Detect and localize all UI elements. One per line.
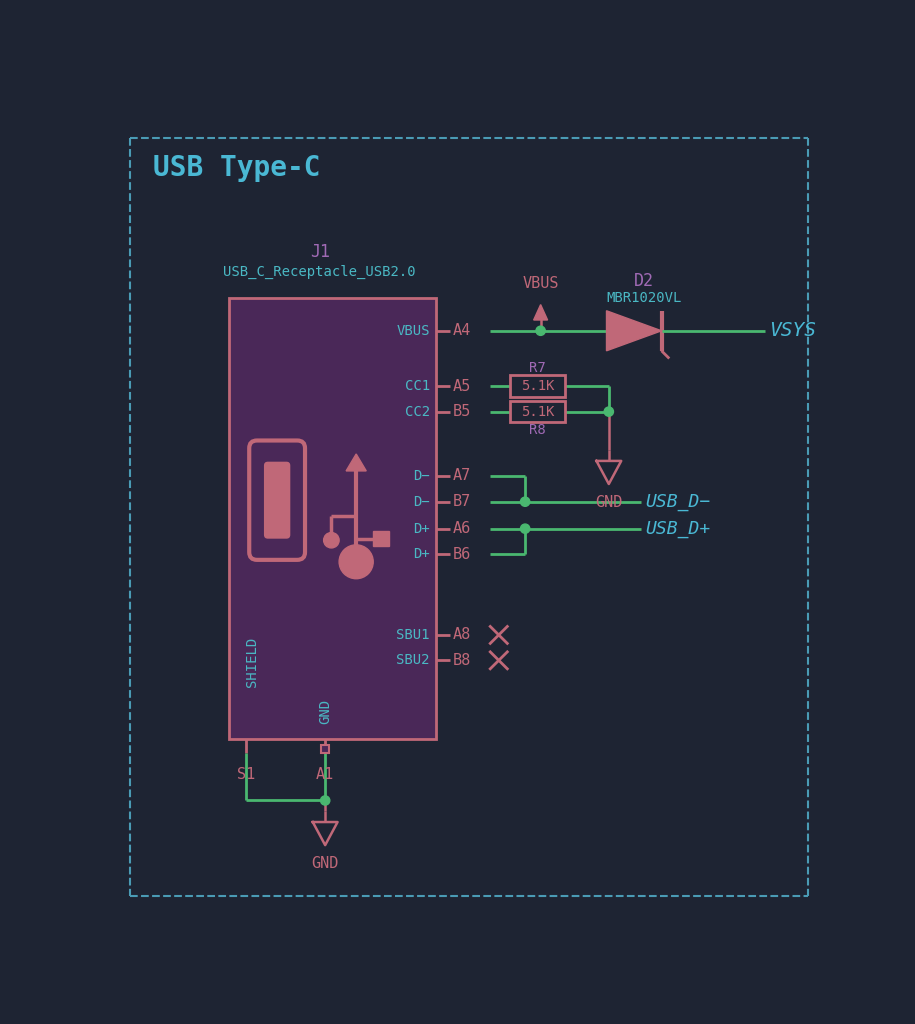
FancyBboxPatch shape — [249, 440, 305, 560]
Text: SHIELD: SHIELD — [245, 637, 259, 687]
Text: USB Type-C: USB Type-C — [153, 154, 320, 181]
Text: J1: J1 — [310, 244, 329, 261]
Polygon shape — [533, 304, 547, 319]
Circle shape — [324, 532, 339, 548]
Polygon shape — [607, 310, 662, 351]
Text: D−: D− — [413, 469, 430, 482]
Text: VBUS: VBUS — [522, 275, 559, 291]
Circle shape — [521, 524, 530, 534]
Text: B8: B8 — [453, 653, 471, 668]
Text: R7: R7 — [529, 360, 546, 375]
Text: USB_C_Receptacle_USB2.0: USB_C_Receptacle_USB2.0 — [223, 264, 416, 279]
Circle shape — [604, 407, 613, 416]
Text: VBUS: VBUS — [396, 324, 430, 338]
Circle shape — [339, 545, 373, 579]
Text: B5: B5 — [453, 404, 471, 419]
Bar — [373, 531, 389, 547]
FancyBboxPatch shape — [264, 462, 290, 539]
Text: GND: GND — [595, 495, 622, 510]
Text: VSYS: VSYS — [770, 322, 816, 340]
Text: S1: S1 — [237, 767, 255, 781]
Text: A6: A6 — [453, 521, 471, 537]
Text: R8: R8 — [529, 423, 546, 437]
Text: B6: B6 — [453, 547, 471, 561]
Text: A7: A7 — [453, 468, 471, 483]
Text: 5.1K: 5.1K — [521, 404, 554, 419]
Text: A4: A4 — [453, 324, 471, 338]
Text: 5.1K: 5.1K — [521, 379, 554, 393]
Text: A1: A1 — [316, 767, 334, 781]
Circle shape — [536, 327, 545, 336]
Text: GND: GND — [311, 856, 339, 871]
Text: USB_D−: USB_D− — [645, 493, 711, 511]
Circle shape — [521, 497, 530, 506]
Text: D−: D− — [413, 495, 430, 509]
Bar — [510, 400, 565, 423]
Text: GND: GND — [318, 699, 332, 725]
Text: CC2: CC2 — [404, 404, 430, 419]
Text: USB_D+: USB_D+ — [645, 519, 711, 538]
Text: CC1: CC1 — [404, 379, 430, 393]
Text: B7: B7 — [453, 495, 471, 509]
Text: D+: D+ — [413, 521, 430, 536]
Text: SBU1: SBU1 — [396, 628, 430, 642]
Text: D+: D+ — [413, 547, 430, 561]
Text: MBR1020VL: MBR1020VL — [607, 292, 682, 305]
Bar — [321, 745, 329, 753]
Bar — [510, 376, 565, 397]
Text: D2: D2 — [633, 271, 653, 290]
Text: SBU2: SBU2 — [396, 653, 430, 668]
Polygon shape — [346, 454, 366, 471]
Bar — [229, 298, 436, 739]
Text: A5: A5 — [453, 379, 471, 393]
Text: A8: A8 — [453, 628, 471, 642]
Circle shape — [320, 796, 329, 805]
